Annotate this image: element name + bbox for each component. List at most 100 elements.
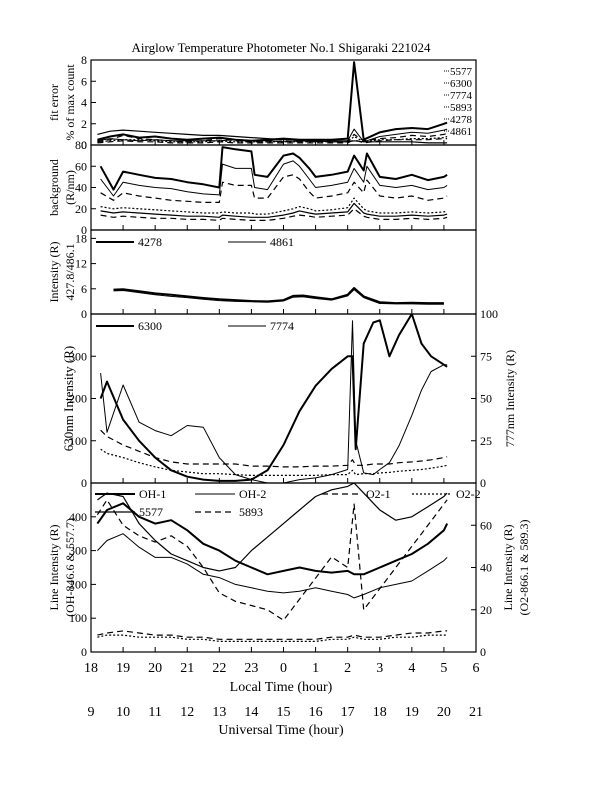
y-axis-label: (OH-846.6 & 557.7) [63, 518, 77, 617]
series-line-unnamed-3 [100, 448, 448, 476]
x-tick-label-local: 5 [440, 661, 447, 676]
y-tick-label: 0 [81, 476, 87, 490]
panel-background: 0 20 40 60 80 background (R/nm) [47, 138, 477, 237]
series-line-OH-1 [96, 502, 449, 576]
y-axis-label: Line Intensity (R) [47, 525, 61, 611]
x-tick-label-local: 2 [344, 661, 351, 676]
chart-title: Airglow Temperature Photometer No.1 Shig… [132, 40, 432, 55]
series-line-unnamed-0 [99, 146, 448, 191]
legend-label: 4278 [138, 235, 162, 249]
y-tick-label: 60 [75, 159, 87, 173]
y-tick-label: 100 [69, 434, 87, 448]
x-tick-label-ut: 20 [437, 705, 451, 720]
legend-label: 6300 [450, 78, 473, 90]
y-axis-label: Intensity (R) [47, 242, 61, 303]
series-line-5577 [97, 61, 448, 142]
legend-label: 7774 [270, 319, 294, 333]
legend-label: O2-1 [366, 487, 391, 501]
y-axis-label: 427.8/486.1 [63, 243, 77, 300]
y-axis-label: background [47, 159, 61, 216]
legend-label: OH-1 [139, 487, 166, 501]
y-axis-label: (R/nm) [63, 170, 77, 205]
x-axis-label-local-time: Local Time (hour) [230, 680, 333, 695]
x-tick-label-local: 4 [408, 661, 415, 676]
series-line-OH-2 [97, 533, 448, 599]
y-tick-label: 4 [81, 96, 87, 110]
series-group [99, 146, 448, 221]
series-group [99, 314, 448, 483]
y-tick-label: 200 [69, 577, 87, 591]
x-tick-label-local: 19 [116, 661, 130, 676]
series-line-5577 [97, 483, 448, 572]
legend-label: 5893 [450, 102, 473, 114]
y-tick-label: 300 [69, 349, 87, 363]
legend-label: O2-2 [456, 487, 481, 501]
y-axis-label-right: Line Intensity (R) [501, 525, 515, 611]
y-tick-label: 8 [81, 53, 87, 67]
y-tick-label: 20 [75, 202, 87, 216]
y-tick-label-right: 60 [480, 518, 492, 532]
legend-label: 5577 [450, 66, 473, 78]
x-tick-label-ut: 17 [341, 705, 355, 720]
y-axis-label-right: 777nm Intensity (R) [503, 350, 517, 447]
series-line-4278 [113, 287, 444, 305]
y-tick-label: 0 [81, 223, 87, 237]
y-tick-label: 200 [69, 392, 87, 406]
series-line-unnamed-3 [100, 197, 448, 215]
x-tick-label-ut: 12 [180, 705, 194, 720]
x-tick-label-ut: 11 [148, 705, 161, 720]
series-line-unnamed-2 [100, 429, 448, 468]
legend-label: 5893 [239, 505, 263, 519]
y-tick-label: 400 [69, 510, 87, 524]
legend-label: 7774 [450, 90, 473, 102]
x-tick-label-local: 21 [180, 661, 194, 676]
x-tick-label-local: 18 [84, 661, 98, 676]
y-tick-label: 0 [81, 645, 87, 659]
y-tick-label: 0 [81, 138, 87, 152]
y-axis-label: fit error [47, 84, 61, 121]
y-tick-label: 80 [75, 138, 87, 152]
y-tick-label-right: 40 [480, 561, 492, 575]
x-axes: 18 19 20 21 22 23 0 1 2 3 4 5 69 10 11 12 13 14 15 16 17 18 19… [84, 661, 483, 720]
x-tick-label-local: 6 [473, 661, 480, 676]
series-line-7774 [97, 132, 448, 143]
x-tick-label-ut: 19 [405, 705, 419, 720]
series-line-4861 [97, 138, 448, 144]
x-tick-label-ut: 21 [469, 705, 483, 720]
x-tick-label-ut: 13 [212, 705, 226, 720]
y-axis-label: % of max count [63, 64, 77, 141]
x-tick-label-ut: 10 [116, 705, 130, 720]
x-tick-label-local: 1 [312, 661, 319, 676]
y-tick-label-right: 0 [480, 476, 486, 490]
x-tick-label-ut: 15 [277, 705, 291, 720]
y-tick-label: 12 [75, 257, 87, 271]
x-tick-label-ut: 9 [88, 705, 95, 720]
series-line-4278 [97, 129, 448, 144]
legend-label: 4861 [450, 126, 472, 138]
y-axis-label: 630nm Intensity (R) [61, 346, 76, 451]
y-tick-label-right: 25 [480, 434, 492, 448]
x-tick-label-local: 20 [148, 661, 162, 676]
y-tick-label: 0 [81, 307, 87, 321]
series-group [96, 483, 449, 643]
legend-label: 4278 [450, 114, 473, 126]
series-line-6300 [99, 314, 448, 482]
y-tick-label: 40 [75, 181, 87, 195]
y-tick-label-right: 0 [480, 645, 486, 659]
legend-label: 6300 [138, 319, 162, 333]
series-group [97, 61, 448, 144]
panel-fit-error: 0 2 4 6 8 fit error% of max count 557763007774… [47, 53, 477, 152]
x-tick-label-local: 0 [280, 661, 287, 676]
y-axis-label-right: (O2-866.1 & 589.3) [517, 520, 531, 616]
series-line-7774 [100, 320, 448, 483]
x-tick-label-ut: 18 [373, 705, 387, 720]
x-tick-label-local: 3 [376, 661, 383, 676]
x-tick-label-ut: 14 [244, 705, 258, 720]
series-line-O2-1 [97, 630, 448, 640]
x-tick-label-local: 22 [212, 661, 226, 676]
series-line-unnamed-4 [100, 202, 448, 218]
